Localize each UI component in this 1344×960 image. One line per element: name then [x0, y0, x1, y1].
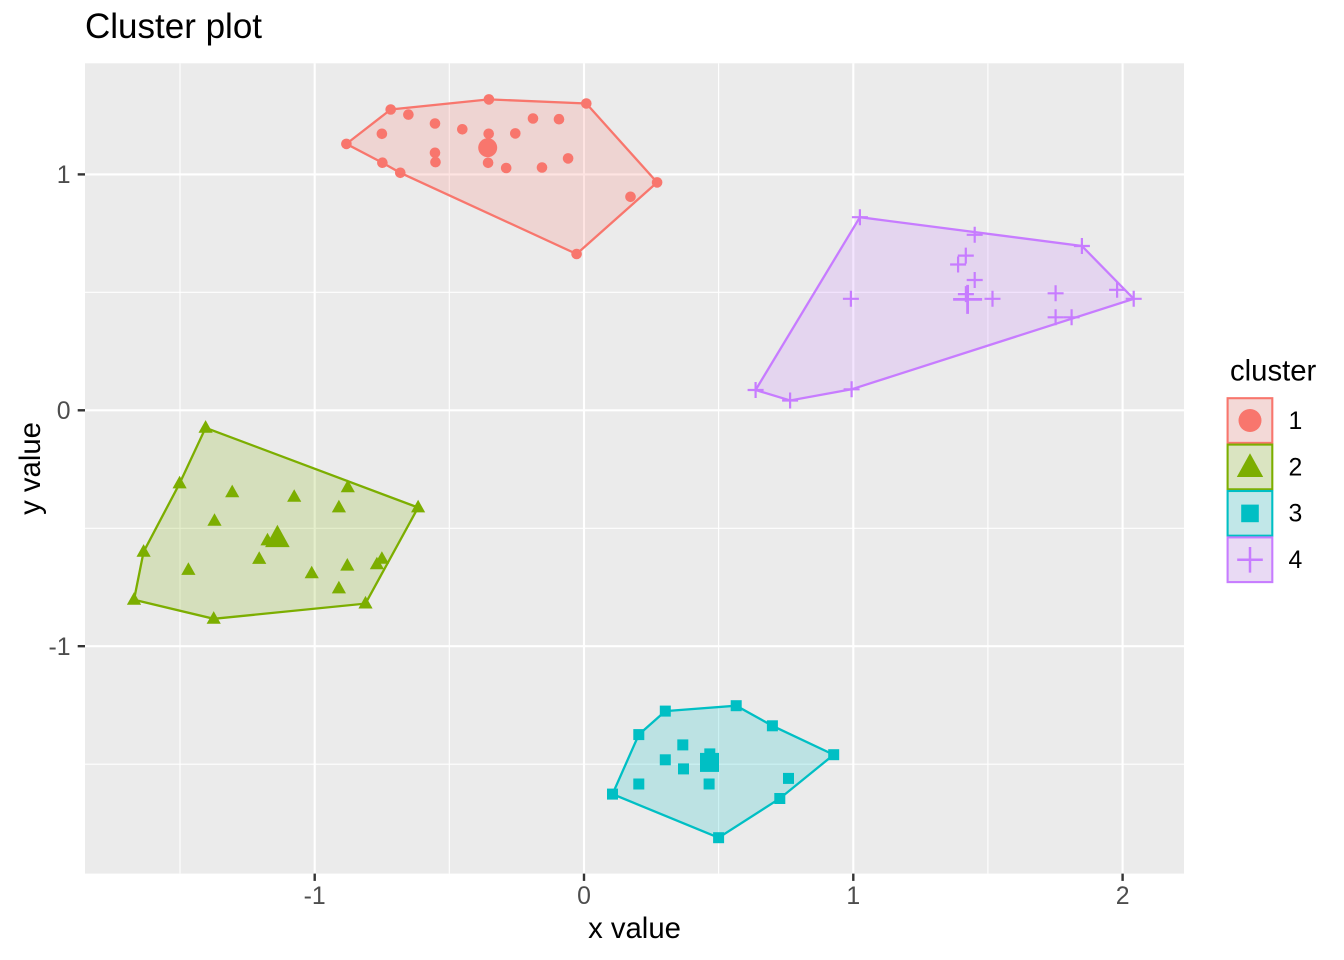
svg-text:1: 1 — [846, 883, 860, 910]
svg-text:cluster: cluster — [1230, 355, 1317, 388]
svg-text:y value: y value — [14, 422, 47, 515]
svg-text:0: 0 — [57, 398, 71, 425]
svg-text:-1: -1 — [304, 883, 326, 910]
svg-text:Cluster plot: Cluster plot — [85, 7, 262, 46]
svg-text:0: 0 — [577, 883, 591, 910]
svg-text:1: 1 — [1289, 408, 1303, 435]
svg-text:4: 4 — [1289, 547, 1303, 574]
svg-text:1: 1 — [57, 162, 71, 189]
svg-text:-1: -1 — [48, 634, 70, 661]
svg-text:x value: x value — [588, 912, 681, 945]
svg-text:2: 2 — [1289, 454, 1303, 481]
svg-text:2: 2 — [1116, 883, 1130, 910]
svg-text:3: 3 — [1289, 501, 1303, 528]
